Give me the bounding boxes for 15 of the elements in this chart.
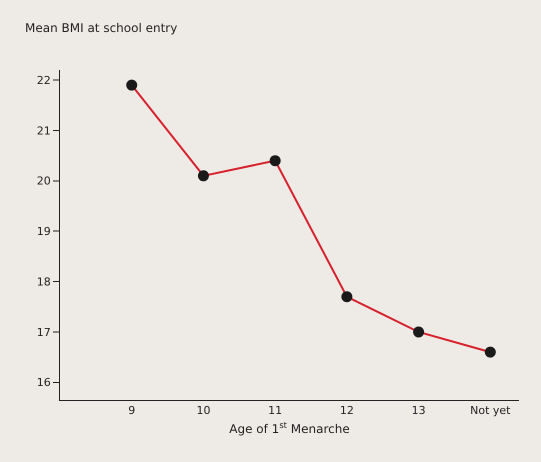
x-tick-label: 10 [196,404,210,418]
x-tick-label: 9 [128,404,136,418]
y-tick-label: 21 [36,124,51,138]
y-tick-label: 18 [36,275,51,288]
x-tick-label: 13 [412,404,426,418]
y-axis-title: Mean BMI at school entry [25,21,178,35]
y-tick-label: 17 [36,326,51,339]
x-tick-label: Not yet [470,404,512,418]
y-tick-label: 19 [36,225,51,238]
x-tick-label: 11 [268,404,282,418]
x-tick-label: 12 [340,404,354,418]
x-axis-title: Age of 1$^{st}$ Menarche [229,420,350,436]
y-tick-label: 22 [36,74,51,87]
y-tick-label: 20 [36,174,51,188]
y-tick-label: 16 [36,376,51,390]
